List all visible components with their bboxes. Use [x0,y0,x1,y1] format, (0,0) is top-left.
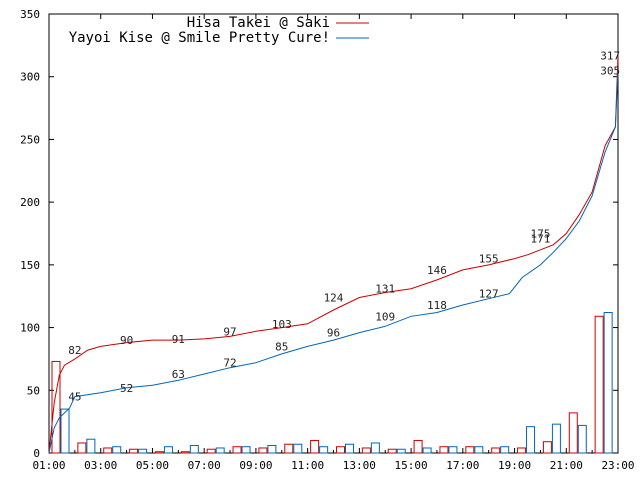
y-tick-label: 50 [27,384,40,397]
hourly-bar [526,426,536,454]
hourly-bar [345,443,354,454]
hourly-bar [439,446,449,454]
data-label: 97 [223,325,236,338]
data-label: 63 [172,368,185,381]
hourly-bar [86,438,96,454]
data-label: 45 [68,391,81,404]
x-tick-label: 21:00 [550,459,583,472]
hourly-bar [336,446,345,454]
legend: Hisa Takei @ Saki Yayoi Kise @ Smile Pre… [69,15,369,46]
hourly-bar [413,439,423,454]
hourly-bar [551,423,561,454]
hourly-bar [474,446,484,454]
x-tick-label: 01:00 [32,459,65,472]
data-label: 91 [172,333,185,346]
hourly-bar [396,448,406,454]
hourly-bar [465,446,475,454]
cumulative-lines [48,55,619,454]
hourly-bar [491,447,501,454]
data-label: 90 [120,334,133,347]
hourly-bar [577,424,587,454]
hourly-bar [293,443,303,454]
data-label: 103 [272,318,292,331]
hourly-bar [361,447,371,454]
hourly-bar [103,447,113,454]
series-line [48,70,619,454]
hourly-bar [77,442,87,454]
data-label: 155 [479,253,499,266]
hourly-bar [370,442,380,454]
y-tick-label: 300 [20,71,40,84]
data-label: 72 [223,357,236,370]
hourly-bar [189,444,199,454]
data-label: 109 [375,310,395,323]
hourly-bar [267,444,277,454]
hourly-bar [241,446,251,454]
data-label: 171 [530,233,550,246]
hourly-bar [517,447,527,454]
hourly-bar [138,448,148,454]
data-label: 305 [600,64,620,77]
data-label: 82 [68,344,81,357]
hourly-bar [387,448,397,454]
hourly-bar [500,446,510,454]
hourly-bar [215,447,225,454]
data-label: 317 [600,49,620,62]
hourly-bar [310,439,320,454]
x-tick-label: 07:00 [188,459,221,472]
hourly-bar [180,451,190,454]
data-label: 52 [120,382,133,395]
hourly-bar [542,441,552,454]
x-tick-label: 17:00 [446,459,479,472]
hourly-bar [154,451,164,454]
hourly-bar [258,447,268,454]
data-label: 175 [530,228,550,241]
x-tick-label: 19:00 [498,459,531,472]
hourly-bars [51,312,613,454]
hourly-bar [51,360,61,454]
hourly-bar [163,446,173,454]
y-tick-label: 350 [20,8,40,21]
axis-ticks: 0 50 100 150 200 250 300 350 01:00 03:00 05:00 07:0… [20,8,634,472]
x-tick-label: 03:00 [84,459,117,472]
hourly-bar [284,443,294,454]
y-tick-label: 100 [20,322,40,335]
x-tick-label: 11:00 [291,459,324,472]
x-tick-label: 05:00 [136,459,169,472]
hourly-bar [206,448,216,454]
hourly-bar [594,315,604,454]
x-tick-label: 09:00 [239,459,272,472]
data-label: 96 [327,327,340,340]
data-label: 118 [427,299,447,312]
point-labels: 82 90 91 97 103 124 131 146 155 175 317 45 52 63 72 85 9… [68,49,620,403]
hourly-bar [319,446,329,454]
x-tick-label: 23:00 [601,459,634,472]
data-label: 85 [275,340,288,353]
data-label: 146 [427,264,447,277]
y-tick-label: 250 [20,133,40,146]
x-tick-label: 13:00 [343,459,376,472]
legend-label-1: Hisa Takei @ Saki [187,15,330,31]
y-tick-label: 200 [20,196,40,209]
data-label: 127 [479,288,499,301]
y-tick-label: 150 [20,259,40,272]
legend-label-2: Yayoi Kise @ Smile Pretty Cure! [69,30,330,46]
hourly-bar [129,448,139,454]
x-tick-label: 15:00 [395,459,428,472]
data-label: 124 [324,291,344,304]
hourly-bar [603,312,613,454]
y-tick-label: 0 [33,447,40,460]
hourly-bar [60,408,70,454]
series-line [48,55,619,454]
data-label: 131 [375,283,395,296]
hourly-bar [568,412,578,454]
hourly-bar [422,447,432,454]
hourly-bar [112,446,122,454]
hourly-bar [232,446,242,454]
hourly-bar [448,446,458,454]
